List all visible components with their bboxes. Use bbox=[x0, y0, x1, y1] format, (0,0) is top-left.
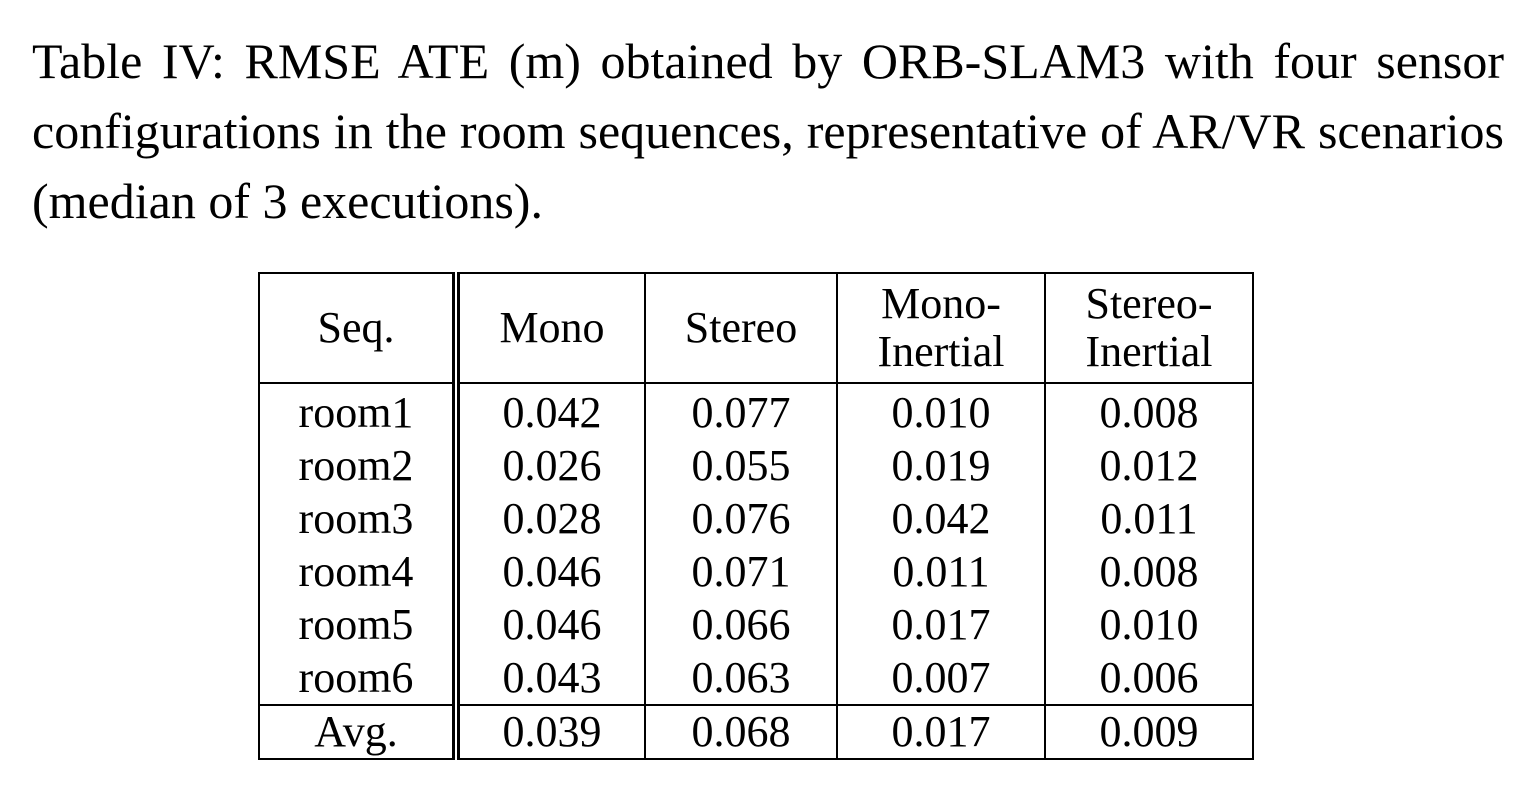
cell-avg-mono-inertial: 0.017 bbox=[836, 704, 1046, 760]
cell-stereo: 0.063 bbox=[644, 651, 838, 705]
cell-seq: room4 bbox=[258, 545, 460, 598]
cell-stereo-inertial: 0.011 bbox=[1044, 492, 1254, 545]
cell-stereo-inertial: 0.008 bbox=[1044, 545, 1254, 598]
cell-stereo-inertial: 0.006 bbox=[1044, 651, 1254, 705]
cell-mono: 0.026 bbox=[455, 439, 646, 492]
cell-avg-label: Avg. bbox=[258, 704, 460, 760]
cell-avg-stereo: 0.068 bbox=[644, 704, 838, 760]
header-mono: Mono bbox=[455, 272, 646, 384]
cell-stereo: 0.071 bbox=[644, 545, 838, 598]
table-caption: Table IV: RMSE ATE (m) obtained by ORB-S… bbox=[32, 26, 1504, 236]
cell-mono-inertial: 0.010 bbox=[836, 383, 1046, 439]
header-stereo-inertial: Stereo- Inertial bbox=[1044, 272, 1254, 384]
cell-mono-inertial: 0.007 bbox=[836, 651, 1046, 705]
cell-mono-inertial: 0.019 bbox=[836, 439, 1046, 492]
cell-mono: 0.043 bbox=[455, 651, 646, 705]
header-mono-inertial-line1: Mono- bbox=[881, 279, 1001, 328]
header-seq: Seq. bbox=[258, 272, 460, 384]
cell-mono: 0.046 bbox=[455, 598, 646, 651]
caption-line-1: Table IV: RMSE ATE (m) obtained by ORB-S… bbox=[32, 33, 1377, 89]
cell-mono-inertial: 0.042 bbox=[836, 492, 1046, 545]
cell-mono: 0.028 bbox=[455, 492, 646, 545]
header-stereo: Stereo bbox=[644, 272, 838, 384]
caption-line-3: AR/VR scenarios (median of 3 executions)… bbox=[32, 103, 1504, 229]
cell-stereo-inertial: 0.008 bbox=[1044, 383, 1254, 439]
cell-stereo: 0.055 bbox=[644, 439, 838, 492]
avg-row: Avg. 0.039 0.068 0.017 0.009 bbox=[258, 704, 1254, 760]
header-mono-inertial: Mono- Inertial bbox=[836, 272, 1046, 384]
caption-line-2: sensor configurations in the room sequen… bbox=[32, 33, 1504, 159]
cell-seq: room6 bbox=[258, 651, 460, 705]
table-row: room6 0.043 0.063 0.007 0.006 bbox=[258, 651, 1254, 705]
table-row: room2 0.026 0.055 0.019 0.012 bbox=[258, 439, 1254, 492]
cell-mono-inertial: 0.011 bbox=[836, 545, 1046, 598]
cell-avg-mono: 0.039 bbox=[455, 704, 646, 760]
cell-stereo-inertial: 0.010 bbox=[1044, 598, 1254, 651]
table-row: room3 0.028 0.076 0.042 0.011 bbox=[258, 492, 1254, 545]
cell-mono-inertial: 0.017 bbox=[836, 598, 1046, 651]
cell-stereo: 0.066 bbox=[644, 598, 838, 651]
header-row: Seq. Mono Stereo Mono- Inertial Stereo- … bbox=[258, 272, 1254, 384]
header-mono-inertial-line2: Inertial bbox=[877, 327, 1005, 376]
table-row: room5 0.046 0.066 0.017 0.010 bbox=[258, 598, 1254, 651]
cell-seq: room3 bbox=[258, 492, 460, 545]
cell-seq: room2 bbox=[258, 439, 460, 492]
table-row: room1 0.042 0.077 0.010 0.008 bbox=[258, 383, 1254, 439]
cell-stereo: 0.076 bbox=[644, 492, 838, 545]
cell-mono: 0.042 bbox=[455, 383, 646, 439]
cell-stereo: 0.077 bbox=[644, 383, 838, 439]
header-stereo-inertial-line1: Stereo- bbox=[1085, 279, 1213, 328]
table-row: room4 0.046 0.071 0.011 0.008 bbox=[258, 545, 1254, 598]
cell-avg-stereo-inertial: 0.009 bbox=[1044, 704, 1254, 760]
header-stereo-inertial-line2: Inertial bbox=[1085, 327, 1213, 376]
cell-seq: room5 bbox=[258, 598, 460, 651]
cell-seq: room1 bbox=[258, 383, 460, 439]
results-table: Seq. Mono Stereo Mono- Inertial Stereo- … bbox=[258, 272, 1254, 760]
cell-mono: 0.046 bbox=[455, 545, 646, 598]
cell-stereo-inertial: 0.012 bbox=[1044, 439, 1254, 492]
